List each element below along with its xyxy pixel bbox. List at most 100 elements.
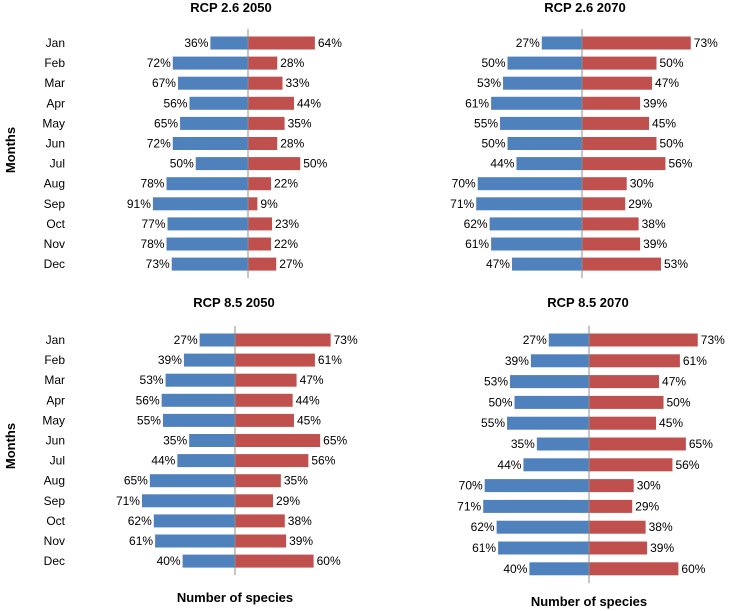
- panel3-value-label-right: 44%: [296, 393, 320, 407]
- panel2-bar-right: [582, 237, 641, 251]
- panel4-bar-left: [529, 562, 589, 576]
- panel1-bar-left: [167, 217, 248, 231]
- panel2-bar-left: [489, 217, 582, 231]
- panel2-value-label-right: 29%: [628, 197, 652, 211]
- panel1-bar-right: [248, 197, 258, 211]
- panel3-tick-label: Aug: [44, 474, 65, 488]
- panel2-value-label-left: 50%: [481, 56, 505, 70]
- panel3-tick-label: Jan: [46, 333, 65, 347]
- panel2-value-label-left: 50%: [481, 137, 505, 151]
- panel4-value-label-right: 61%: [683, 354, 707, 368]
- panel4-value-label-left: 35%: [511, 437, 535, 451]
- panel1-bar-left: [180, 116, 248, 130]
- panel2-bar-left: [511, 257, 582, 271]
- panel4-bar-left: [536, 437, 589, 451]
- panel2-value-label-right: 30%: [630, 177, 654, 191]
- panel2-bar-left: [500, 116, 582, 130]
- panel4-value-label-right: 73%: [701, 333, 725, 347]
- panel3-value-label-left: 61%: [129, 534, 153, 548]
- panel4-bar-right: [589, 333, 698, 347]
- panel2-bar-right: [582, 257, 661, 271]
- panel2-bar-left: [491, 237, 582, 251]
- panel4-bar-left: [510, 375, 589, 389]
- panel4-bar-right: [589, 458, 673, 472]
- panel2-value-label-right: 45%: [652, 116, 676, 130]
- panel4-value-label-right: 65%: [689, 437, 713, 451]
- panel4-value-label-right: 47%: [662, 375, 686, 389]
- panel2-value-label-right: 39%: [643, 237, 667, 251]
- panel3-bar-left: [199, 333, 235, 347]
- panel1-tick-label: Sep: [44, 197, 66, 211]
- panel1-tick-label: Mar: [44, 76, 65, 90]
- panel3-xlabel: Number of species: [177, 590, 293, 605]
- panel1-value-label-right: 33%: [285, 76, 309, 90]
- panel1-bar-right: [248, 96, 294, 110]
- panel3-tick-label: May: [42, 413, 65, 427]
- panel2-bar-right: [582, 36, 691, 50]
- panel3-bar-right: [235, 353, 315, 367]
- panel3-bar-right: [235, 413, 294, 427]
- panel2-bar-left: [507, 137, 582, 150]
- panel3-bar-left: [141, 494, 235, 508]
- panel3-ylabel: Months: [3, 423, 18, 469]
- panel4-bar-left: [498, 541, 589, 555]
- panel4-value-label-right: 39%: [650, 541, 674, 555]
- panel4-bar-left: [523, 458, 589, 472]
- panel1-tick-label: Feb: [44, 56, 65, 70]
- panel2-value-label-left: 47%: [486, 257, 510, 271]
- panel1-value-label-left: 78%: [140, 177, 164, 191]
- panel1-tick-label: Nov: [44, 237, 65, 251]
- panel1-value-label-left: 78%: [140, 237, 164, 251]
- panel3-value-label-left: 62%: [128, 514, 152, 528]
- panel1-tick-label: Jul: [50, 157, 65, 171]
- panel1-bar-left: [210, 36, 248, 50]
- panel1-value-label-right: 28%: [280, 137, 304, 151]
- panel3-bar-right: [235, 474, 281, 488]
- panel1-value-label-left: 72%: [147, 56, 171, 70]
- panel1-value-label-left: 91%: [127, 197, 151, 211]
- panel4-bar-left: [548, 333, 589, 347]
- panel2-bar-right: [582, 96, 641, 110]
- panel4-bar-right: [589, 562, 679, 576]
- panel1-value-label-left: 65%: [154, 116, 178, 130]
- panel4-value-label-left: 62%: [471, 520, 495, 534]
- panel4-value-label-left: 61%: [472, 541, 496, 555]
- panel4-bar-right: [589, 437, 686, 451]
- panel3-tick-label: Jul: [50, 454, 65, 468]
- panel1-value-label-right: 35%: [288, 116, 312, 130]
- panel2-value-label-right: 38%: [642, 217, 666, 231]
- panel3-value-label-right: 56%: [311, 454, 335, 468]
- panel4-bar-left: [496, 520, 589, 534]
- panel1-value-label-left: 77%: [142, 217, 166, 231]
- panel3-value-label-left: 55%: [137, 413, 161, 427]
- panel2-bar-left: [477, 177, 582, 191]
- panel2-bar-right: [582, 157, 666, 171]
- panel3-bar-left: [155, 534, 235, 548]
- panel1-bar-left: [166, 237, 248, 251]
- panel1-tick-label: Apr: [46, 96, 65, 110]
- panel4-xlabel: Number of species: [531, 594, 647, 609]
- panel2-title: RCP 2.6 2070: [544, 0, 625, 15]
- panel4-bar-left: [514, 395, 589, 409]
- panel3-value-label-right: 38%: [288, 514, 312, 528]
- panel3-value-label-right: 60%: [317, 554, 341, 568]
- panel1-bar-right: [248, 56, 278, 70]
- panel1-bar-right: [248, 257, 277, 271]
- panel4-value-label-left: 39%: [505, 354, 529, 368]
- panel2-bar-left: [491, 96, 582, 110]
- panel4-bar-right: [589, 520, 646, 534]
- panel1-tick-label: Aug: [44, 177, 65, 191]
- panel4-value-label-left: 53%: [484, 375, 508, 389]
- panel2-value-label-left: 27%: [516, 36, 540, 50]
- panel1-bar-right: [248, 217, 273, 231]
- panel3-title: RCP 8.5 2050: [193, 295, 274, 310]
- panel2-value-label-right: 56%: [668, 157, 692, 171]
- panel3-tick-label: Dec: [44, 554, 65, 568]
- panel4-value-label-right: 45%: [659, 416, 683, 430]
- panel1-value-label-right: 22%: [274, 237, 298, 251]
- panel2-value-label-right: 73%: [694, 36, 718, 50]
- panel3-bar-left: [165, 373, 235, 387]
- panel1-tick-label: Dec: [44, 257, 65, 271]
- panel3-value-label-right: 73%: [334, 333, 358, 347]
